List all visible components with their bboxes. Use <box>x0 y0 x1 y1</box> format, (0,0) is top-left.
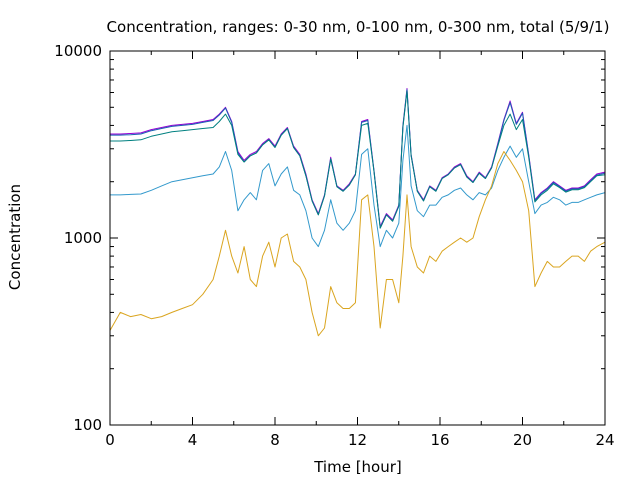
y-tick-label: 1000 <box>64 229 102 247</box>
x-tick-label: 12 <box>348 431 367 449</box>
x-tick-label: 0 <box>105 431 115 449</box>
plot-frame <box>109 50 606 426</box>
x-tick-label: 16 <box>430 431 449 449</box>
x-tick-label: 8 <box>270 431 280 449</box>
chart-title: Concentration, ranges: 0-30 nm, 0-100 nm… <box>107 18 610 36</box>
x-tick-label: 24 <box>595 431 614 449</box>
series-line-3 <box>110 90 606 229</box>
x-tick-label: 20 <box>513 431 532 449</box>
tick-labels: 0 4 8 12 16 20 24 100 1000 10000 <box>54 42 614 449</box>
y-tick-label: 100 <box>73 416 102 434</box>
series-group <box>109 88 606 337</box>
y-tick-label: 10000 <box>54 42 102 60</box>
series-line-5 <box>109 151 606 337</box>
x-axis-label: Time [hour] <box>313 458 402 476</box>
x-tick-label: 4 <box>188 431 198 449</box>
series-line-4 <box>110 124 606 248</box>
y-axis-label: Concentration <box>6 184 24 290</box>
